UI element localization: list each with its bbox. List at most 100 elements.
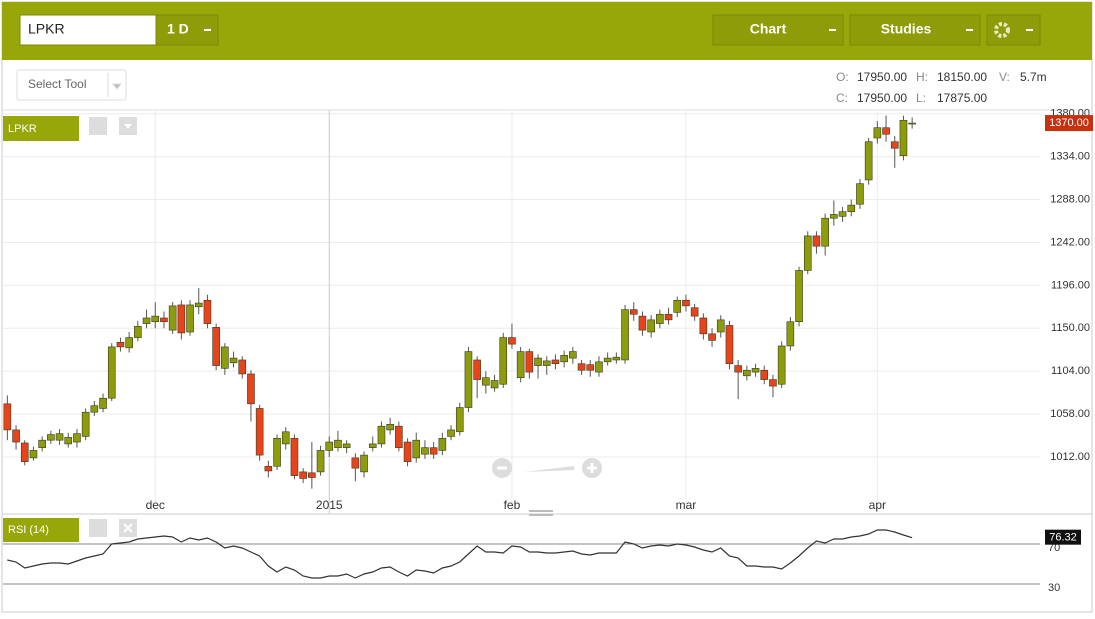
candle-body [151,315,160,323]
quote-label: V: [999,70,1010,84]
x-tick-label: dec [146,498,165,512]
candle-body [647,319,655,333]
candle-body [577,363,586,371]
quote-value: 17875.00 [937,91,987,105]
candle-body [534,357,542,366]
candle-body [569,351,577,359]
legend-tag [3,518,79,542]
last-price-label: 1370.00 [1049,117,1089,129]
candle-body [612,356,621,361]
chart-menu[interactable] [712,14,844,46]
y-tick-label: 1104.00 [1051,365,1090,377]
candle-body [760,369,769,380]
candle-body [899,119,908,157]
candle-body [560,355,568,363]
candle-body [377,425,386,445]
candle-body [20,442,29,462]
candle-body [516,351,525,378]
y-tick-label: 1196.00 [1051,279,1090,291]
candle-body [873,127,882,139]
candle-body [890,141,899,149]
candle-body [595,361,603,373]
candle-body [299,471,307,479]
price-chart: 1012.00 1058.00 1104.00 1150.00 1196.00 1242.… [3,108,1093,514]
candle-body [107,346,116,399]
studies-menu-text: Studies [881,21,932,37]
y-tick-label: 70 [1048,542,1060,554]
zoom-slider[interactable] [524,466,574,472]
candle-body [725,325,734,364]
candle-body [90,405,99,413]
candle-body [673,299,682,313]
legend-text: LPKR [8,123,37,135]
candle-body [682,299,690,307]
candle-body [438,438,447,451]
candle-body [908,122,916,125]
candle-body [447,429,455,437]
candle-body [264,465,273,472]
candle-body [690,307,699,317]
candle-body [229,357,238,364]
candle-body [638,315,647,331]
candle-body [160,317,168,323]
candle-body [473,359,481,380]
studies-menu[interactable] [849,14,981,46]
candle-body [795,270,803,323]
rsi-line [7,529,913,579]
candle-body [134,326,142,338]
candle-body [64,437,73,445]
candle-body [786,321,795,347]
candle-body [455,407,464,433]
arrow-icon [124,124,132,129]
candle-body [525,351,534,373]
candle-body [482,377,490,386]
quote-value: 5.7m [1020,70,1047,84]
candle-body [116,341,125,348]
close-icon [123,523,133,533]
candle-body [351,457,360,469]
down-button[interactable] [89,519,107,537]
candle-body [290,438,299,476]
candle-body [812,235,821,247]
candle-body [281,431,290,445]
candle-body [316,450,325,473]
candle-body [542,360,551,366]
candle-body [664,313,673,321]
candle-body [360,454,368,473]
candle-body [255,408,264,456]
select-tool[interactable] [16,69,127,101]
y-tick-label: 1058.00 [1050,408,1090,420]
candle-body [429,447,438,455]
last-value-label: 76.32 [1049,532,1077,544]
candle-body [334,439,342,448]
quote-value: 17950.00 [857,91,907,105]
candle-body [412,439,421,459]
resize-handle[interactable] [529,510,553,516]
symbol-input[interactable] [19,14,157,46]
candle-body [734,365,742,373]
candle-body [699,317,708,335]
candle-body [273,438,281,467]
candle-body [47,434,55,441]
candle-body [342,443,351,448]
candle-body [368,443,377,448]
candle-body [777,345,786,385]
y-tick-label: 1150.00 [1051,322,1090,334]
candle-body [803,235,812,271]
candle-body [73,433,81,443]
quote-label: L: [916,91,926,105]
legend-tag [3,116,79,141]
candle-body [125,337,133,349]
candle-body [186,304,194,333]
candle-body [769,379,777,387]
expand-button[interactable] [89,117,107,135]
quote-label: O: [836,70,849,84]
symbol-text: LPKR [28,21,65,37]
legend-text: RSI (14) [8,524,49,536]
candle-body [177,304,186,334]
x-tick-label: 2015 [316,498,343,512]
last-price-tag [1045,115,1093,132]
